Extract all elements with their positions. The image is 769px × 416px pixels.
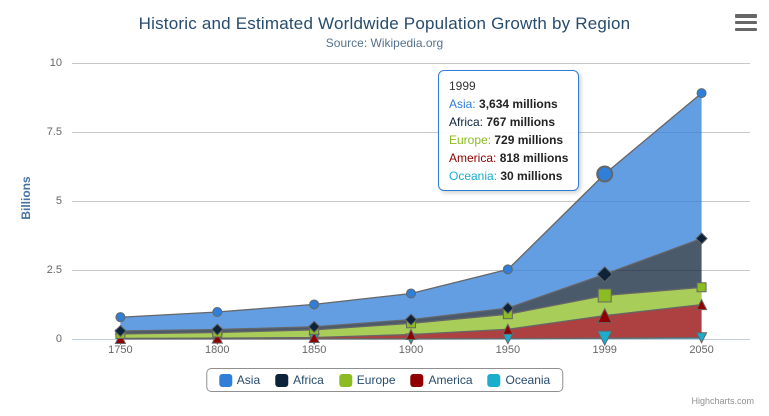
legend-label: Asia xyxy=(236,373,261,387)
point-africa-1750[interactable] xyxy=(114,324,127,338)
tooltip-value: 729 millions xyxy=(494,133,564,147)
tooltip-row-oceania: Oceania: 30 millions xyxy=(449,167,568,185)
point-asia-1999[interactable] xyxy=(596,165,614,183)
hamburger-menu-icon xyxy=(735,20,757,25)
y-axis-label: 0 xyxy=(55,333,62,345)
point-america-2050[interactable] xyxy=(695,298,708,311)
tooltip-series-name: Asia: xyxy=(449,97,476,111)
tooltip-row-europe: Europe: 729 millions xyxy=(449,131,568,149)
x-axis-label: 1750 xyxy=(108,344,133,356)
legend-item-oceania[interactable]: Oceania xyxy=(487,373,551,387)
point-asia-1800[interactable] xyxy=(212,307,223,318)
point-america-1850[interactable] xyxy=(308,331,320,343)
tooltip-row-asia: Asia: 3,634 millions xyxy=(449,95,568,113)
point-oceania-1999[interactable] xyxy=(596,330,613,347)
tooltip-value: 767 millions xyxy=(486,115,556,129)
tooltip-value: 818 millions xyxy=(499,151,569,165)
tooltip-row-america: America: 818 millions xyxy=(449,149,568,167)
tooltip-series-name: Europe: xyxy=(449,133,492,147)
tooltip-header: 1999 xyxy=(449,79,476,93)
area-asia[interactable] xyxy=(120,93,702,331)
point-europe-2050[interactable] xyxy=(696,282,707,293)
highcharts-credit-link[interactable]: Highcharts.com xyxy=(691,396,754,406)
legend-swatch-icon xyxy=(487,373,501,387)
legend-swatch-icon xyxy=(410,373,424,387)
legend-item-europe[interactable]: Europe xyxy=(338,373,396,387)
tooltip-rows: Asia: 3,634 millions Africa: 767 millions… xyxy=(449,95,568,185)
y-axis-label: 2.5 xyxy=(46,264,62,276)
point-africa-1900[interactable] xyxy=(404,313,418,326)
point-africa-1999[interactable] xyxy=(596,266,613,283)
legend-swatch-icon xyxy=(275,373,289,387)
point-asia-1850[interactable] xyxy=(309,299,320,310)
legend-label: Europe xyxy=(356,373,396,387)
tooltip: 1999 Asia: 3,634 millions Africa: 767 mil… xyxy=(438,70,580,191)
point-oceania-2050[interactable] xyxy=(695,332,708,344)
tooltip-series-name: America: xyxy=(449,151,497,165)
x-axis-label: 1850 xyxy=(301,344,327,356)
legend-swatch-icon xyxy=(218,373,232,387)
hamburger-menu-icon xyxy=(735,14,757,18)
legend: Asia Africa Europe America Oceania xyxy=(205,368,564,392)
point-asia-2050[interactable] xyxy=(696,88,707,99)
x-axis-label: 1900 xyxy=(398,344,424,356)
legend-label: America xyxy=(428,373,473,387)
tooltip-row-africa: Africa: 767 millions xyxy=(449,113,568,131)
y-axis-label: 5 xyxy=(55,195,62,207)
x-axis-label: 1950 xyxy=(495,344,521,356)
point-europe-1999[interactable] xyxy=(597,288,612,303)
point-asia-1900[interactable] xyxy=(406,288,416,299)
chart-subtitle: Source: Wikipedia.org xyxy=(325,36,444,50)
x-axis-label: 1999 xyxy=(592,344,617,356)
point-america-1950[interactable] xyxy=(502,323,514,335)
point-africa-1950[interactable] xyxy=(501,301,515,315)
legend-swatch-icon xyxy=(338,373,352,387)
legend-label: Oceania xyxy=(505,373,551,387)
chart-title: Historic and Estimated Worldwide Populat… xyxy=(138,14,631,33)
tooltip-value: 30 millions xyxy=(500,169,563,183)
area-america[interactable] xyxy=(120,304,702,339)
x-axis-label: 1800 xyxy=(205,344,230,356)
x-axis-label: 2050 xyxy=(689,344,714,356)
point-america-1900[interactable] xyxy=(405,328,417,341)
legend-item-america[interactable]: America xyxy=(410,373,473,387)
context-menu-button[interactable] xyxy=(735,14,757,31)
legend-label: Africa xyxy=(293,373,324,387)
point-asia-1750[interactable] xyxy=(115,312,126,323)
y-axis-label: 7.5 xyxy=(46,126,62,138)
point-africa-2050[interactable] xyxy=(695,232,708,245)
point-america-1999[interactable] xyxy=(596,307,613,324)
point-america-1800[interactable] xyxy=(211,331,224,344)
point-africa-1800[interactable] xyxy=(211,323,224,336)
legend-item-africa[interactable]: Africa xyxy=(275,373,324,387)
tooltip-series-name: Africa: xyxy=(449,115,484,129)
point-africa-1850[interactable] xyxy=(307,320,321,333)
legend-item-asia[interactable]: Asia xyxy=(218,373,261,387)
y-axis-label: 10 xyxy=(49,57,62,69)
tooltip-value: 3,634 millions xyxy=(479,97,558,111)
tooltip-series-name: Oceania: xyxy=(449,169,498,183)
point-asia-1950[interactable] xyxy=(502,264,513,275)
hamburger-menu-icon xyxy=(735,27,757,31)
area-africa[interactable] xyxy=(120,238,702,334)
